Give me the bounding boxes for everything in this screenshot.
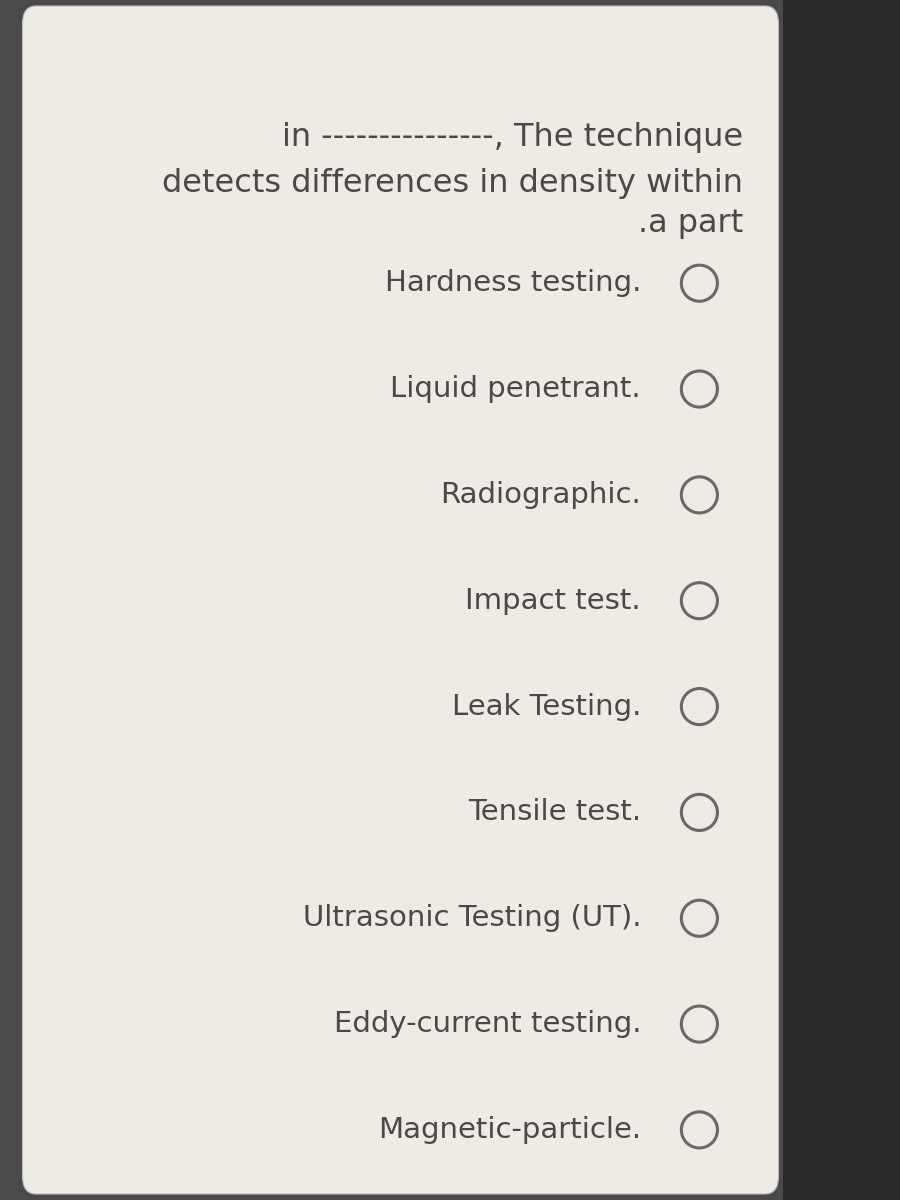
Text: Leak Testing.: Leak Testing. xyxy=(452,692,641,720)
Text: Tensile test.: Tensile test. xyxy=(468,798,641,827)
Text: Eddy-current testing.: Eddy-current testing. xyxy=(334,1010,641,1038)
Bar xyxy=(783,0,900,1200)
Text: Hardness testing.: Hardness testing. xyxy=(384,269,641,298)
Text: Ultrasonic Testing (UT).: Ultrasonic Testing (UT). xyxy=(302,905,641,932)
Text: .a part: .a part xyxy=(638,209,743,239)
Text: Magnetic-particle.: Magnetic-particle. xyxy=(378,1116,641,1144)
Text: detects differences in density within: detects differences in density within xyxy=(162,168,743,199)
Text: Impact test.: Impact test. xyxy=(465,587,641,614)
FancyBboxPatch shape xyxy=(22,6,778,1194)
Text: Radiographic.: Radiographic. xyxy=(440,481,641,509)
Text: Liquid penetrant.: Liquid penetrant. xyxy=(391,376,641,403)
Text: in ---------------, The technique: in ---------------, The technique xyxy=(282,122,743,152)
